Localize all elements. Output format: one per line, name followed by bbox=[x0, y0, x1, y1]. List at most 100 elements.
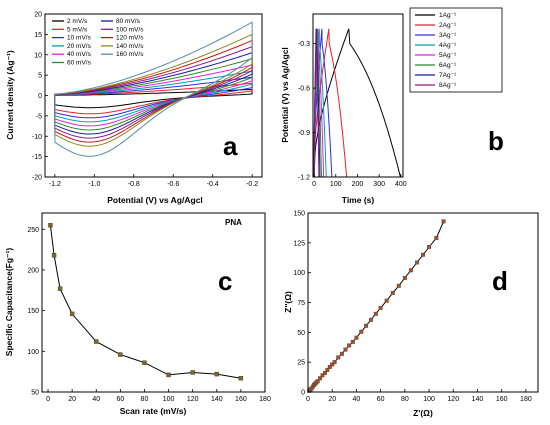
y-tick-label: 100 bbox=[293, 270, 305, 277]
legend-label: 140 mV/s bbox=[116, 43, 144, 50]
data-point bbox=[48, 223, 53, 228]
legend: 1Ag⁻¹ 2Ag⁻¹ 3Ag⁻¹ 4Ag⁻¹ 5Ag⁻¹ 6Ag⁻¹ 7Ag⁻¹ 8Ag⁻¹ bbox=[409, 7, 503, 93]
data-point bbox=[238, 375, 244, 381]
gcd-curve bbox=[313, 28, 320, 178]
legend-label: 5 mV/s bbox=[67, 26, 88, 33]
legend-label: 80 mV/s bbox=[116, 18, 141, 25]
data-point bbox=[190, 370, 195, 375]
sample-annotation: PNA bbox=[225, 218, 242, 227]
data-point bbox=[332, 360, 337, 365]
y-tick-label: 10 bbox=[34, 52, 42, 59]
data-point bbox=[325, 367, 330, 372]
y-tick-label: 50 bbox=[31, 390, 39, 397]
x-tick-label: -1.0 bbox=[88, 181, 100, 188]
cv-curve-140-mV-s bbox=[54, 33, 253, 147]
plot-frame bbox=[312, 13, 404, 178]
x-tick-label: 120 bbox=[447, 396, 459, 403]
legend-label: 160 mV/s bbox=[116, 51, 144, 58]
x-tick-label: 0 bbox=[306, 396, 310, 403]
data-point bbox=[427, 245, 432, 249]
y-tick-label: 0 bbox=[38, 93, 42, 100]
cv-curve-80-mV-s bbox=[54, 52, 253, 135]
axis-ticks: 0 20 40 60 80 100 120 140 160 180 50 100 150 200 250 bbox=[27, 227, 271, 403]
panel-c-capacitance-plot: 0 20 40 60 80 100 120 140 160 180 50 100 150 200 250 P… bbox=[4, 212, 271, 416]
y-tick-label: -0.9 bbox=[298, 130, 310, 137]
x-axis-label: Z'(Ω) bbox=[413, 408, 433, 418]
data-point bbox=[402, 276, 407, 280]
legend-label: 5Ag⁻¹ bbox=[439, 52, 457, 59]
data-point bbox=[214, 371, 219, 377]
legend-label: 120 mV/s bbox=[116, 35, 144, 42]
data-point bbox=[343, 347, 348, 352]
axis-ticks: -1.2 -1.0 -0.8 -0.6 -0.4 -0.2 -20 -15 -10 -5 0 5 10 1… bbox=[32, 12, 258, 189]
x-tick-label: -0.8 bbox=[128, 181, 140, 188]
data-point bbox=[322, 370, 327, 375]
panel-b-gcd-plot: 0 100 200 300 400 -1.2 -0.9 -0.6 -0.3 1Ag⁻¹ 2Ag⁻¹… bbox=[280, 7, 504, 205]
gcd-curves bbox=[313, 28, 401, 178]
data-point bbox=[57, 286, 63, 291]
x-tick-label: 180 bbox=[259, 396, 271, 403]
cv-curve-120-mV-s bbox=[54, 39, 253, 143]
nyquist-series bbox=[307, 219, 446, 393]
x-tick-label: 0 bbox=[312, 181, 316, 188]
y-tick-label: 0 bbox=[301, 390, 305, 397]
y-tick-label: -10 bbox=[32, 134, 42, 141]
capacitance-series bbox=[48, 223, 244, 381]
y-tick-label: -0.6 bbox=[298, 86, 310, 93]
legend-label: 2Ag⁻¹ bbox=[439, 22, 457, 29]
data-point bbox=[320, 373, 325, 378]
x-tick-label: 160 bbox=[496, 396, 508, 403]
legend-label: 20 mV/s bbox=[67, 43, 92, 50]
x-tick-label: -0.2 bbox=[246, 181, 258, 188]
legend-label: 6Ag⁻¹ bbox=[439, 62, 457, 69]
legend-label: 8Ag⁻¹ bbox=[439, 82, 457, 89]
y-tick-label: 25 bbox=[297, 360, 305, 367]
y-tick-label: 125 bbox=[293, 240, 305, 247]
x-tick-label: 100 bbox=[330, 181, 342, 188]
legend-box bbox=[409, 7, 503, 93]
y-tick-label: 5 bbox=[38, 73, 42, 80]
y-axis-label: Current density (Ag⁻¹) bbox=[5, 50, 15, 140]
x-axis-label: Scan rate (mV/s) bbox=[120, 406, 187, 416]
cv-curve-5-mV-s bbox=[54, 82, 253, 115]
x-tick-label: 80 bbox=[141, 396, 149, 403]
y-tick-label: 150 bbox=[27, 308, 39, 315]
legend-label: 100 mV/s bbox=[116, 26, 144, 33]
x-tick-label: 140 bbox=[211, 396, 223, 403]
cv-curve-160-mV-s bbox=[54, 21, 253, 157]
panel-letter-c: c bbox=[218, 266, 232, 296]
panel-letter-d: d bbox=[492, 266, 508, 296]
data-point bbox=[414, 260, 419, 265]
panel-letter-a: a bbox=[223, 131, 238, 161]
y-tick-label: -15 bbox=[32, 154, 42, 161]
data-point bbox=[384, 298, 389, 303]
legend-label: 40 mV/s bbox=[67, 51, 92, 58]
x-tick-label: 300 bbox=[373, 181, 385, 188]
y-tick-label: 50 bbox=[297, 330, 305, 337]
data-point bbox=[347, 343, 352, 348]
cv-curve-60-mV-s bbox=[54, 58, 253, 131]
x-tick-label: 180 bbox=[520, 396, 532, 403]
legend-label: 2 mV/s bbox=[67, 18, 88, 25]
x-tick-label: 40 bbox=[92, 396, 100, 403]
x-tick-label: 100 bbox=[163, 396, 175, 403]
data-point bbox=[315, 379, 320, 384]
y-tick-label: 75 bbox=[297, 300, 305, 307]
data-point bbox=[421, 252, 425, 257]
x-tick-label: 120 bbox=[187, 396, 199, 403]
x-tick-label: 400 bbox=[395, 181, 407, 188]
legend-label: 1Ag⁻¹ bbox=[439, 12, 457, 19]
axis-ticks: 0 20 40 60 80 100 120 140 160 180 0 25 50 75 100 125 150 bbox=[293, 211, 532, 404]
x-tick-label: 100 bbox=[423, 396, 435, 403]
panel-d-nyquist-plot: 0 20 40 60 80 100 120 140 160 180 0 25 50 75 100 125 150… bbox=[283, 211, 539, 418]
data-point bbox=[318, 376, 323, 381]
x-tick-label: 200 bbox=[352, 181, 364, 188]
x-tick-label: 40 bbox=[353, 396, 361, 403]
legend-label: 4Ag⁻¹ bbox=[439, 42, 457, 49]
x-tick-label: 60 bbox=[377, 396, 385, 403]
data-point bbox=[441, 219, 446, 224]
y-tick-label: -20 bbox=[32, 175, 42, 182]
cv-curve-40-mV-s bbox=[54, 64, 253, 127]
cv-curves bbox=[54, 21, 253, 157]
